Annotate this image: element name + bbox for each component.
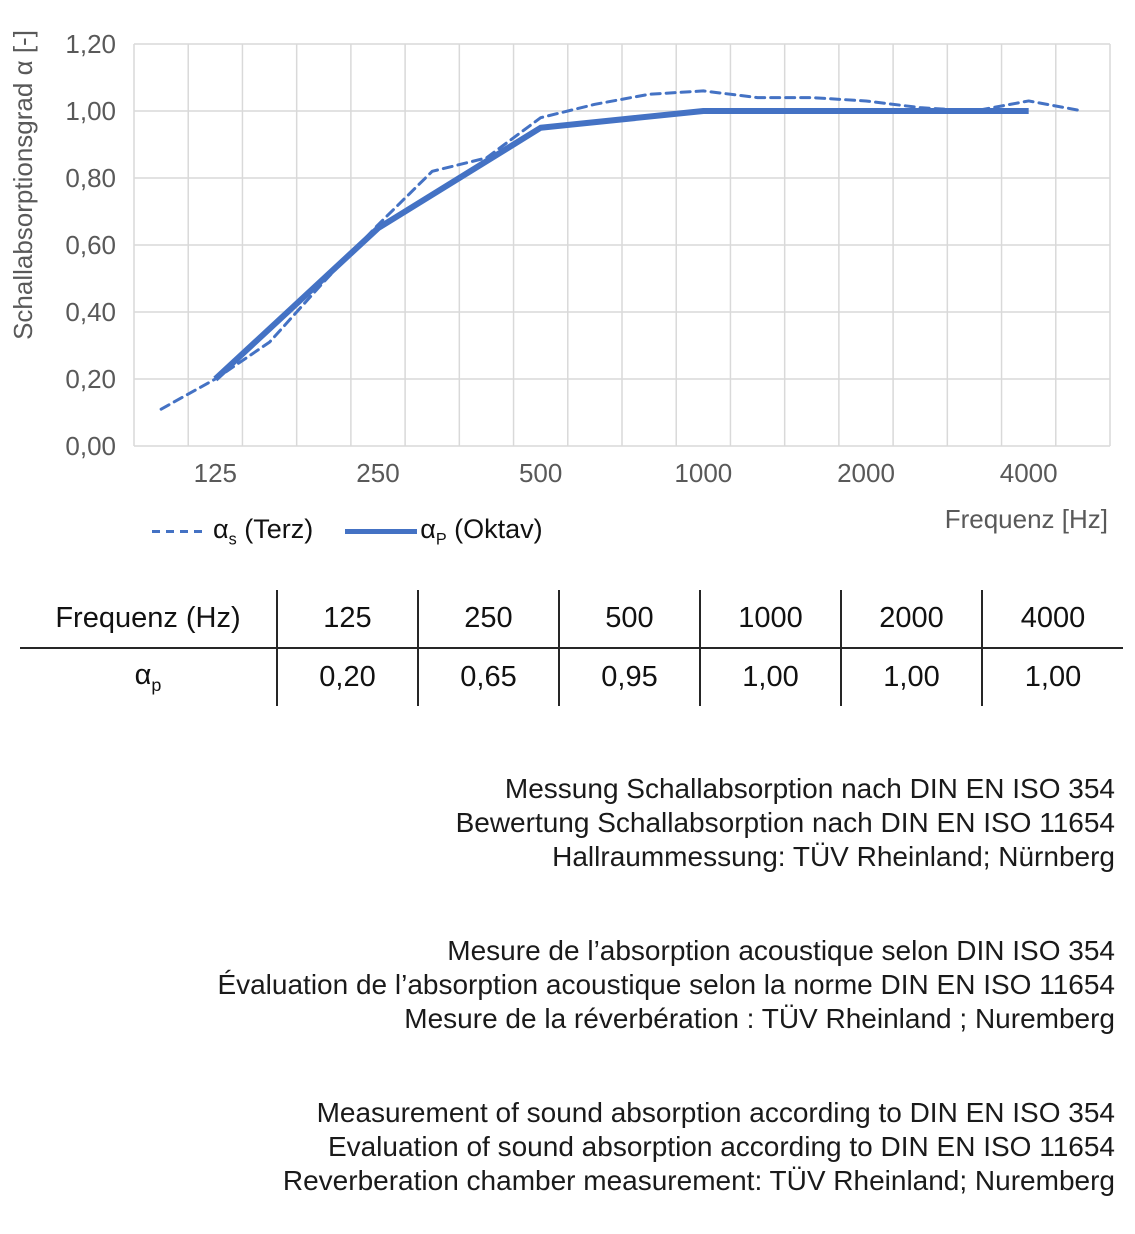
note-line: Mesure de la réverbération : TÜV Rheinla…: [404, 1003, 1115, 1034]
row-label-alpha-p: αp: [20, 648, 277, 706]
alpha-subscript: P: [435, 530, 447, 549]
table-header-cell: 4000: [981, 590, 1123, 649]
x-tick-label: 125: [194, 458, 237, 488]
table-header-cell: 125: [276, 590, 418, 649]
table-value-cell: 0,65: [417, 648, 559, 706]
table-value-cell: 1,00: [981, 648, 1123, 706]
alpha-symbol: α: [134, 659, 152, 692]
y-tick-label: 1,20: [65, 29, 116, 59]
note-line: Bewertung Schallabsorption nach DIN EN I…: [455, 807, 1115, 838]
table-value-row: αp 0,20 0,65 0,95 1,00 1,00 1,00: [20, 648, 1123, 706]
dashed-line-sample: [152, 530, 204, 534]
note-line: Evaluation of sound absorption according…: [327, 1131, 1115, 1162]
note-line: Reverberation chamber measurement: TÜV R…: [282, 1165, 1115, 1196]
y-tick-label: 0,20: [65, 364, 116, 394]
series-oktav-line: [213, 108, 1029, 382]
absorption-table: Frequenz (Hz) 125 250 500 1000 2000 4000…: [20, 590, 1123, 706]
alpha-subscript: p: [151, 674, 162, 695]
y-tick-label: 0,80: [65, 163, 116, 193]
alpha-subscript: s: [228, 530, 237, 549]
y-tick-label: 0,00: [65, 431, 116, 461]
table-header-cell: 2000: [840, 590, 982, 649]
alpha-symbol: α: [420, 514, 436, 544]
note-german: Messung Schallabsorption nach DIN EN ISO…: [0, 772, 1115, 874]
legend-label-terz: αs (Terz): [213, 514, 313, 549]
x-tick-label: 2000: [837, 458, 895, 488]
absorption-chart: 1,20 1,00 0,80 0,60 0,40 0,20 0,00 125 250 500 100…: [0, 0, 1135, 570]
note-line: Évaluation de l’absorption acoustique se…: [217, 969, 1115, 1000]
alpha-symbol: α: [213, 514, 229, 544]
chart-legend: αs (Terz) αP (Oktav): [152, 514, 543, 549]
table-value-cell: 0,20: [276, 648, 418, 706]
table-value-cell: 1,00: [840, 648, 982, 706]
x-tick-label: 500: [519, 458, 562, 488]
x-tick-label: 1000: [674, 458, 732, 488]
table-header-cell: 500: [558, 590, 700, 649]
x-axis-title: Frequenz [Hz]: [945, 504, 1108, 534]
table-value-cell: 1,00: [699, 648, 841, 706]
table-header-cell: 1000: [699, 590, 841, 649]
table-value-cell: 0,95: [558, 648, 700, 706]
note-french: Mesure de l’absorption acoustique selon …: [0, 934, 1115, 1036]
note-line: Hallraummessung: TÜV Rheinland; Nürnberg: [552, 841, 1115, 872]
y-axis-title: Schallabsorptionsgrad α [-]: [8, 30, 38, 340]
note-english: Measurement of sound absorption accordin…: [0, 1096, 1115, 1198]
solid-line-sample: [345, 529, 418, 535]
y-tick-label: 0,60: [65, 230, 116, 260]
x-tick-label: 4000: [1000, 458, 1058, 488]
note-line: Messung Schallabsorption nach DIN EN ISO…: [504, 773, 1115, 804]
note-line: Mesure de l’absorption acoustique selon …: [447, 935, 1115, 966]
line-chart-canvas: 1,20 1,00 0,80 0,60 0,40 0,20 0,00 125 250 500 100…: [8, 29, 1111, 534]
note-line: Measurement of sound absorption accordin…: [316, 1097, 1115, 1128]
legend-label-oktav: αP (Oktav): [420, 514, 542, 549]
legend-item-oktav: αP (Oktav): [345, 514, 543, 549]
legend-text: (Oktav): [446, 514, 543, 544]
legend-item-terz: αs (Terz): [152, 514, 313, 549]
y-tick-label: 0,40: [65, 297, 116, 327]
x-tick-label: 250: [356, 458, 399, 488]
table-header-row: Frequenz (Hz) 125 250 500 1000 2000 4000: [20, 590, 1123, 649]
y-tick-label: 1,00: [65, 96, 116, 126]
table-header-cell: Frequenz (Hz): [20, 590, 277, 649]
legend-text: (Terz): [236, 514, 314, 544]
table-header-cell: 250: [417, 590, 559, 649]
